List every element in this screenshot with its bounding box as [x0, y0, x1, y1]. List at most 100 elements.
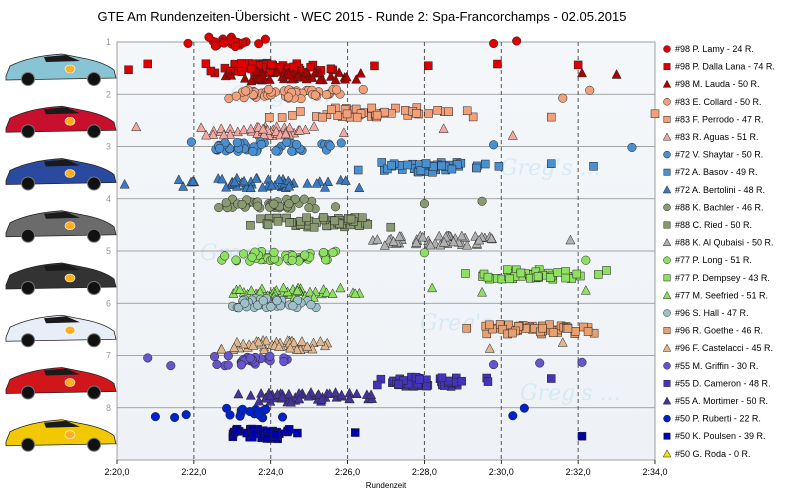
lap-point [269, 199, 279, 209]
lap-point [292, 71, 303, 81]
lap-point [287, 146, 297, 156]
series-10 [246, 213, 396, 232]
lap-point [143, 353, 153, 363]
lap-point [234, 303, 244, 313]
lap-point [503, 265, 512, 274]
lap-point [186, 137, 196, 147]
lap-point [284, 122, 295, 133]
lap-point [557, 337, 568, 347]
lap-point [477, 286, 488, 297]
lap-point [319, 213, 328, 222]
car-body [5, 314, 117, 342]
car-body [5, 262, 117, 290]
car-image [5, 210, 117, 243]
lap-point [380, 107, 389, 117]
number-roundel [64, 221, 76, 231]
lap-point [304, 286, 316, 297]
lap-point [421, 159, 431, 168]
lap-point [196, 122, 207, 132]
lap-point [320, 182, 331, 192]
car-image [5, 105, 117, 139]
lap-point [245, 390, 256, 400]
wheel-icon [21, 333, 35, 348]
lap-point [284, 68, 295, 79]
lap-point [201, 129, 212, 140]
lap-point [663, 115, 671, 123]
legend-label: #83 R. Aguas - 51 R. [675, 132, 759, 142]
wheel-icon [87, 437, 101, 452]
lap-point [332, 85, 342, 95]
lap-point [341, 71, 352, 82]
lap-point [246, 75, 257, 86]
lap-point [417, 231, 428, 242]
y-tick-label: 7 [106, 351, 111, 361]
legend-label: #88 K. Al Qubaisi - 50 R. [675, 238, 774, 248]
lap-point [300, 67, 311, 77]
series-5 [131, 120, 518, 140]
lap-point [583, 327, 593, 336]
lap-point [344, 393, 355, 404]
lap-point [311, 178, 322, 188]
lap-point [372, 234, 383, 244]
lap-point [366, 389, 377, 399]
lap-point [338, 127, 349, 137]
lap-point [232, 138, 242, 148]
lap-point [315, 336, 326, 346]
lap-point [468, 112, 478, 122]
y-tick-label: 1 [106, 37, 111, 47]
lap-point [662, 396, 672, 405]
lap-point [265, 390, 276, 400]
lap-point [394, 231, 405, 241]
lap-point [181, 410, 191, 420]
lap-point [239, 175, 250, 186]
y-tick-label: 3 [106, 142, 111, 152]
lap-point [474, 234, 485, 245]
lap-point [306, 62, 315, 72]
lap-point [287, 255, 297, 265]
series-18 [143, 351, 587, 371]
x-tick-label: 2:26,0 [335, 467, 360, 477]
lap-point [508, 328, 517, 338]
series-15 [228, 293, 321, 313]
legend-label: #72 V. Shaytar - 50 R. [675, 150, 763, 160]
lap-point [173, 174, 184, 184]
lap-point [512, 36, 522, 46]
lap-point [245, 353, 255, 363]
lap-point [663, 221, 671, 229]
lap-point [481, 159, 490, 169]
lap-point [367, 103, 377, 113]
lap-point [285, 218, 294, 227]
lap-point [258, 123, 269, 134]
lap-point [580, 284, 591, 295]
lap-point [266, 302, 276, 312]
lap-point [400, 106, 410, 115]
series-4 [264, 103, 660, 122]
x-tick-label: 2:20,0 [104, 467, 129, 477]
legend-label: #50 K. Poulsen - 39 R. [675, 431, 766, 441]
series-11 [367, 230, 576, 250]
lap-point [498, 324, 507, 334]
lap-point [548, 328, 558, 337]
lap-point [303, 390, 314, 401]
lap-point [208, 129, 219, 139]
lap-point [489, 38, 499, 49]
wheel-icon [87, 333, 101, 348]
series-13 [461, 265, 611, 284]
number-roundel [64, 169, 76, 178]
lap-point [252, 65, 263, 76]
legend-label: #55 M. Griffin - 30 R. [675, 361, 758, 371]
number-roundel [64, 378, 76, 387]
lap-point [558, 93, 568, 103]
car-body [5, 419, 117, 447]
lap-point [254, 409, 264, 419]
lap-point [256, 388, 267, 398]
lap-point [507, 130, 518, 140]
car-window [44, 368, 80, 376]
x-tick-label: 2:34,0 [642, 467, 667, 477]
lap-point [611, 69, 622, 79]
lap-point [296, 107, 305, 116]
lap-point [336, 389, 347, 400]
x-tick-label: 2:22,0 [181, 467, 206, 477]
legend-label: #50 P. Ruberti - 22 R. [675, 414, 761, 424]
x-tick-labels: 2:20,0 2:22,0 2:24,0 2:26,0 2:28,0 2:30,0 2:32… [104, 467, 667, 477]
